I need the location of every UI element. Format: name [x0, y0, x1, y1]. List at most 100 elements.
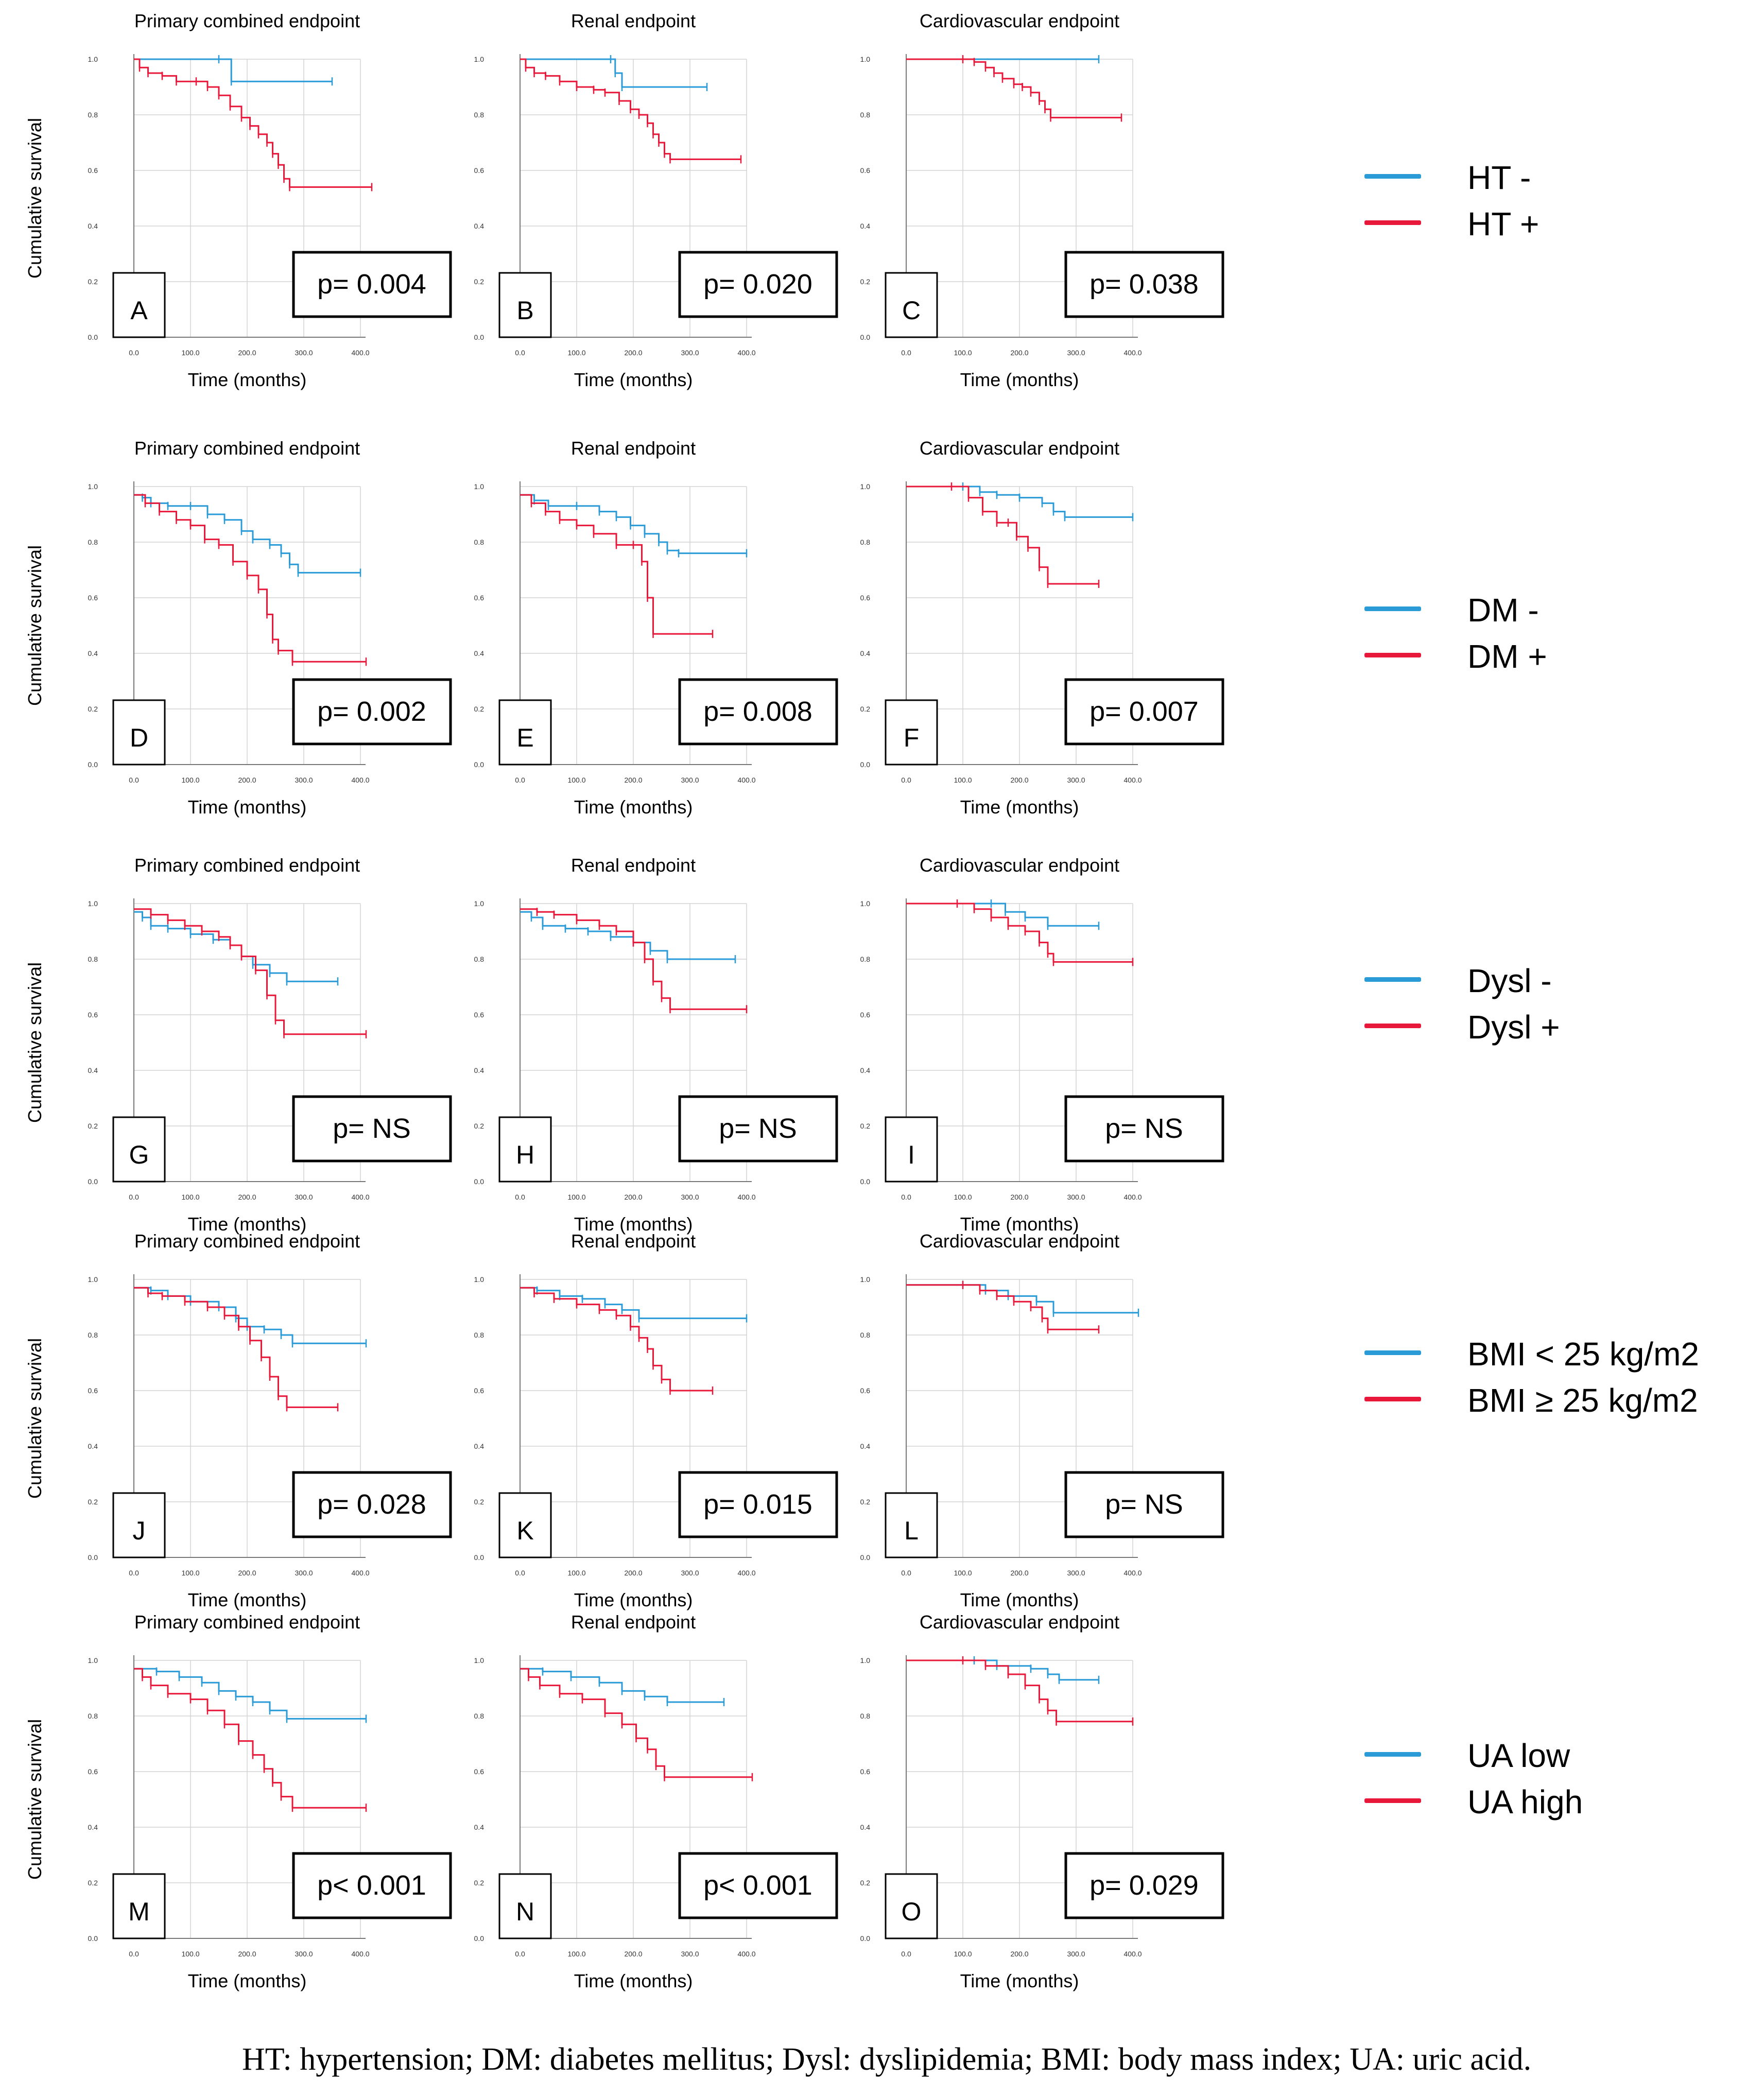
y-tick-label: 0.6	[474, 1011, 485, 1019]
y-tick-label: 0.2	[860, 705, 871, 713]
km-panel-a: Primary combined endpoint 0.0 100.0 200.0 30…	[24, 10, 452, 390]
x-tick-label: 0.0	[129, 1950, 139, 1958]
x-axis-title: Time (months)	[188, 1589, 307, 1610]
x-tick-label: 200.0	[238, 1950, 256, 1958]
y-tick-label: 0.8	[88, 111, 98, 119]
x-tick-label: 400.0	[1123, 776, 1142, 784]
y-tick-label: 0.2	[88, 278, 98, 286]
x-axis-title: Time (months)	[574, 796, 693, 818]
km-panel-g: Primary combined endpoint 0.0 100.0 200.0 30…	[24, 855, 452, 1235]
x-axis-title: Time (months)	[960, 1213, 1079, 1235]
x-axis-title: Time (months)	[188, 1970, 307, 1991]
y-tick-label: 1.0	[88, 482, 98, 491]
y-tick-label: 0.6	[860, 1386, 871, 1395]
y-tick-label: 0.8	[860, 111, 871, 119]
y-tick-label: 0.8	[860, 538, 871, 546]
y-tick-label: 0.0	[860, 1553, 871, 1562]
p-value-box	[292, 1852, 452, 1919]
y-tick-label: 0.6	[88, 594, 98, 602]
panel-letter: G	[129, 1140, 149, 1169]
y-tick-label: 1.0	[860, 899, 871, 908]
x-tick-label: 200.0	[238, 776, 256, 784]
x-tick-label: 100.0	[954, 1193, 972, 1201]
y-tick-label: 1.0	[860, 1275, 871, 1284]
y-tick-label: 0.4	[474, 649, 485, 657]
km-panel-m: Primary combined endpoint 0.0 100.0 200.0 30…	[24, 1611, 452, 1991]
x-tick-label: 300.0	[295, 1193, 313, 1201]
legend-swatch-positive	[1364, 653, 1421, 657]
km-panel-j: Primary combined endpoint 0.0 100.0 200.0 30…	[24, 1230, 452, 1610]
legend-swatch-positive	[1364, 1798, 1421, 1803]
x-tick-label: 100.0	[954, 1950, 972, 1958]
y-tick-label: 0.8	[88, 1712, 98, 1720]
x-tick-label: 0.0	[515, 1193, 525, 1201]
y-tick-label: 0.0	[860, 333, 871, 341]
x-tick-label: 100.0	[181, 1950, 199, 1958]
legend-label-positive: Dysl +	[1467, 1009, 1560, 1046]
y-tick-label: 0.4	[474, 1442, 485, 1450]
y-tick-label: 0.6	[860, 594, 871, 602]
panel-letter-box	[885, 1873, 938, 1939]
y-tick-label: 0.2	[474, 1498, 485, 1506]
y-tick-label: 0.2	[474, 1122, 485, 1130]
legend-swatch-negative	[1364, 174, 1421, 179]
survival-curve-positive	[906, 58, 1121, 118]
x-tick-label: 100.0	[181, 1569, 199, 1577]
y-tick-label: 0.2	[474, 1879, 485, 1887]
x-tick-label: 300.0	[681, 1569, 699, 1577]
panel-letter-box	[498, 272, 552, 338]
km-panel-b: Renal endpoint 0.0 100.0 200.0 300.0 400.0 0.0…	[474, 10, 838, 390]
x-tick-label: 200.0	[624, 1950, 642, 1958]
x-tick-label: 100.0	[181, 1193, 199, 1201]
p-value-label: p= NS	[719, 1113, 797, 1144]
legend-bmi: BMI < 25 kg/m2 BMI ≥ 25 kg/m2	[1339, 1331, 1751, 1434]
x-tick-label: 200.0	[624, 349, 642, 357]
y-axis-title: Cumulative survival	[24, 1338, 45, 1499]
y-tick-label: 0.2	[88, 705, 98, 713]
x-tick-label: 0.0	[901, 349, 911, 357]
y-tick-label: 0.4	[474, 222, 485, 230]
x-axis-title: Time (months)	[574, 369, 693, 390]
panel-letter: D	[130, 723, 148, 752]
panel-letter: E	[516, 723, 533, 752]
y-tick-label: 1.0	[474, 1275, 485, 1284]
y-axis-title: Cumulative survival	[24, 962, 45, 1123]
x-tick-label: 400.0	[737, 349, 755, 357]
y-tick-label: 0.0	[88, 1553, 98, 1562]
x-axis-title: Time (months)	[574, 1970, 693, 1991]
x-tick-label: 0.0	[901, 776, 911, 784]
x-axis-title: Time (months)	[188, 796, 307, 818]
p-value-box	[678, 678, 838, 745]
legend-ua: UA low UA high	[1339, 1732, 1751, 1835]
y-tick-label: 0.2	[860, 1879, 871, 1887]
panel-letter: A	[130, 296, 148, 325]
x-tick-label: 200.0	[238, 1569, 256, 1577]
y-tick-label: 0.2	[474, 705, 485, 713]
x-tick-label: 300.0	[295, 776, 313, 784]
p-value-label: p= 0.007	[1089, 696, 1199, 727]
y-tick-label: 0.8	[88, 955, 98, 963]
y-tick-label: 0.4	[860, 649, 871, 657]
y-tick-label: 0.6	[474, 166, 485, 175]
legend-swatch-negative	[1364, 1752, 1421, 1757]
km-panel-n: Renal endpoint 0.0 100.0 200.0 300.0 400.0 0.0…	[474, 1611, 838, 1991]
x-tick-label: 300.0	[1067, 349, 1085, 357]
figure-caption: HT: hypertension; DM: diabetes mellitus;…	[242, 2042, 1532, 2077]
x-tick-label: 0.0	[129, 1193, 139, 1201]
panel-title: Primary combined endpoint	[134, 1230, 360, 1252]
y-tick-label: 0.0	[88, 333, 98, 341]
x-axis-title: Time (months)	[960, 1970, 1079, 1991]
x-axis-title: Time (months)	[574, 1213, 693, 1235]
y-tick-label: 1.0	[860, 1656, 871, 1664]
x-tick-label: 300.0	[681, 349, 699, 357]
panel-letter: K	[516, 1516, 533, 1545]
panel-letter-box	[885, 272, 938, 338]
y-axis-title: Cumulative survival	[24, 545, 45, 706]
p-value-box	[1064, 251, 1224, 318]
x-tick-label: 400.0	[737, 1193, 755, 1201]
y-tick-label: 0.8	[88, 1331, 98, 1339]
x-tick-label: 100.0	[567, 1569, 585, 1577]
panel-letter: M	[128, 1897, 150, 1926]
x-tick-label: 300.0	[681, 1193, 699, 1201]
